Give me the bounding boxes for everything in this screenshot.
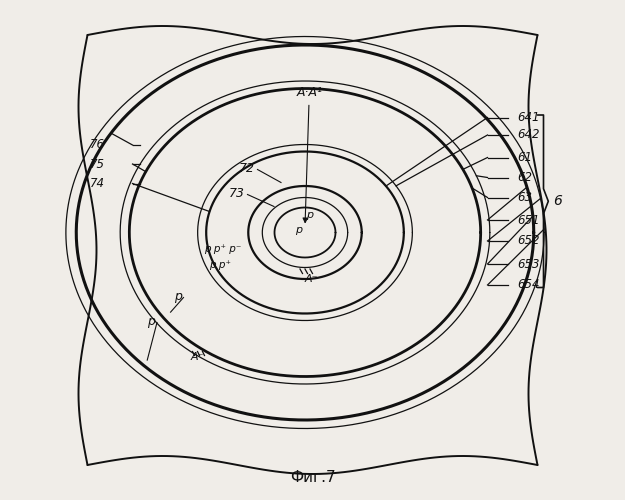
Text: p: p	[306, 210, 314, 220]
Text: 62: 62	[518, 171, 532, 184]
Text: Фиг.7: Фиг.7	[290, 470, 335, 484]
Text: p: p	[147, 315, 155, 328]
Text: A·A¹: A·A¹	[297, 86, 323, 98]
Text: 75: 75	[90, 158, 105, 170]
Text: p: p	[174, 290, 181, 303]
Text: 653: 653	[518, 258, 540, 270]
Text: A⁻: A⁻	[304, 274, 318, 283]
Text: A⁻: A⁻	[191, 352, 204, 362]
Text: 654: 654	[518, 278, 540, 291]
Text: 6: 6	[554, 194, 562, 208]
Text: p p⁺ p⁻: p p⁺ p⁻	[204, 244, 241, 254]
Text: 73: 73	[229, 187, 245, 200]
Text: 641: 641	[518, 111, 540, 124]
Text: 76: 76	[90, 138, 105, 151]
Text: 642: 642	[518, 128, 540, 141]
Text: 63: 63	[518, 191, 532, 204]
Text: 72: 72	[239, 162, 255, 175]
Text: 61: 61	[518, 151, 532, 164]
Text: 651: 651	[518, 214, 540, 226]
Text: p: p	[296, 225, 302, 235]
Text: 652: 652	[518, 234, 540, 248]
Text: p p⁺: p p⁺	[209, 260, 231, 270]
Text: 74: 74	[90, 177, 105, 190]
